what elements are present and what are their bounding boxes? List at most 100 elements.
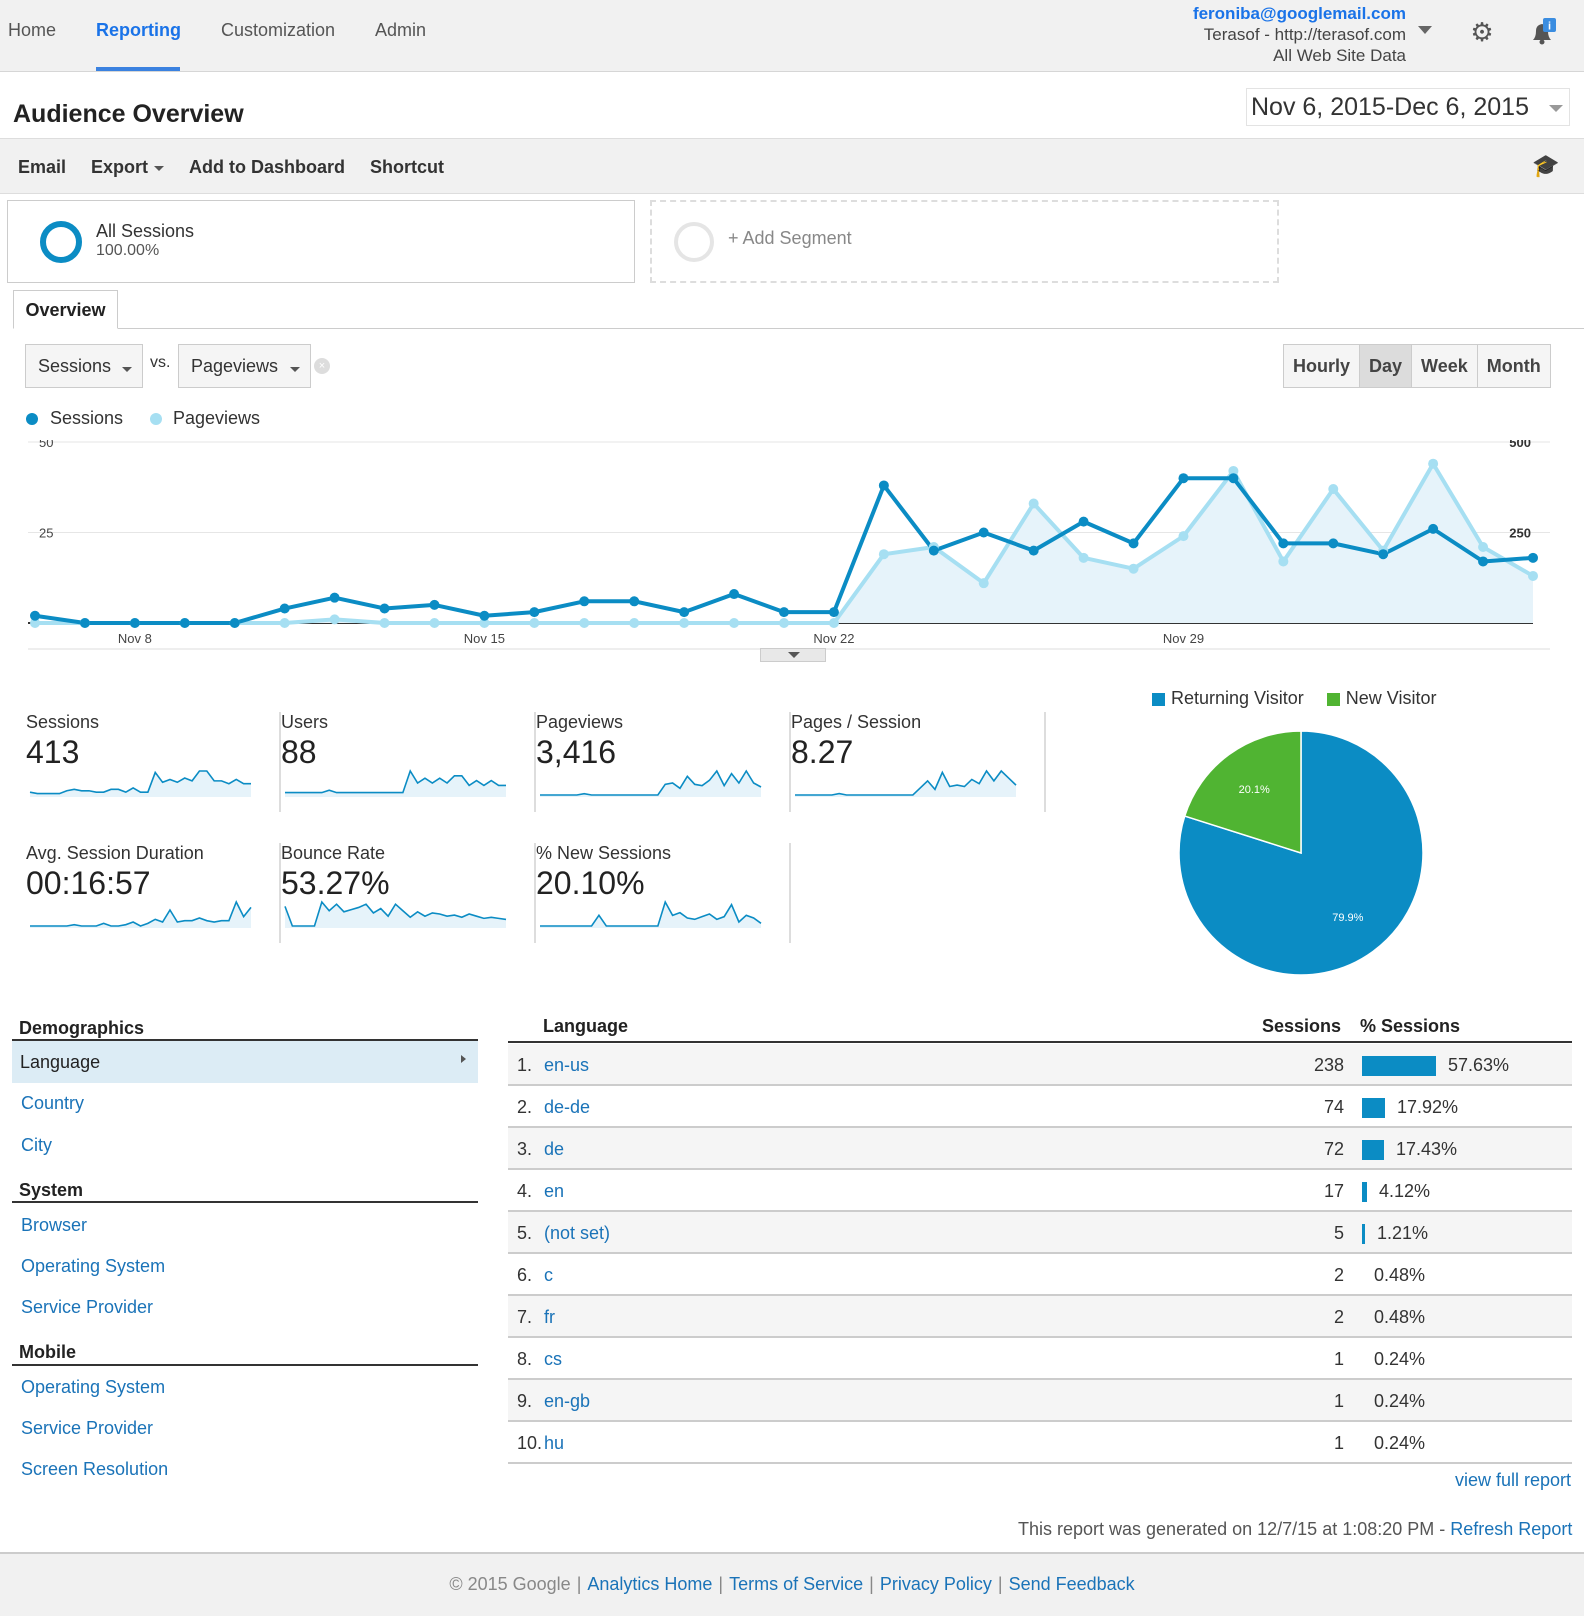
metric-tile[interactable]: Sessions 413 [26,712,281,812]
segment-placeholder-icon [674,222,714,262]
metric-tile[interactable]: % New Sessions 20.10% [536,843,791,943]
table-row: 9. en-gb 1 0.24% [508,1380,1572,1422]
row-index: 3. [517,1139,533,1159]
metric2-select[interactable]: Pageviews [178,344,311,388]
row-language-link[interactable]: en [544,1181,565,1201]
refresh-report-link[interactable]: Refresh Report [1450,1519,1573,1539]
demographics-item-language[interactable]: Language [12,1041,478,1083]
footer-analytics-home[interactable]: Analytics Home [587,1574,713,1594]
x-tick-label: Nov 22 [813,631,854,646]
row-language-link[interactable]: de [544,1139,565,1159]
row-language-link[interactable]: en-gb [544,1391,591,1411]
th-pct-sessions[interactable]: % Sessions [1360,1016,1461,1036]
sparkline-line [285,769,506,794]
pageviews-point [30,618,40,628]
metric-tile[interactable]: Users 88 [281,712,536,812]
export-button[interactable]: Export [91,157,165,178]
row-pct-bar [1362,1056,1436,1076]
tab-divider [13,328,1584,329]
footer-privacy[interactable]: Privacy Policy [879,1574,992,1594]
account-selector[interactable]: feroniba@googlemail.com Terasof - http:/… [1193,3,1406,66]
metric-label: Sessions [26,712,100,732]
tab-overview[interactable]: Overview [13,290,118,329]
row-sessions: 1 [1333,1349,1344,1369]
metric1-select[interactable]: Sessions [25,344,143,388]
row-pct-bar [1362,1098,1385,1118]
nav-active-indicator [96,67,180,71]
sessions-point [1378,549,1389,560]
sparkline-line [540,769,762,796]
demographics-item-city[interactable]: City [21,1135,52,1155]
add-segment-button[interactable]: + Add Segment [650,200,1279,283]
th-sessions[interactable]: Sessions [1262,1016,1342,1036]
sessions-point [129,618,140,628]
row-language-link[interactable]: de-de [544,1097,591,1117]
demographics-item-country[interactable]: Country [21,1093,85,1113]
system-item-browser[interactable]: Browser [21,1215,88,1235]
row-language-link[interactable]: fr [544,1307,555,1327]
system-item-operating-system[interactable]: Operating System [21,1256,166,1276]
chart-collapse-handle[interactable] [760,648,826,662]
pageviews-point [479,618,490,628]
metric-tile[interactable]: Pageviews 3,416 [536,712,791,812]
mobile-item-operating-system[interactable]: Operating System [21,1377,166,1397]
graduation-cap-icon[interactable]: 🎓 [1532,153,1560,178]
shortcut-button[interactable]: Shortcut [370,157,444,177]
mobile-item-screen-resolution[interactable]: Screen Resolution [21,1459,169,1479]
x-tick-label: Nov 29 [1163,631,1204,646]
mobile-item-service-provider[interactable]: Service Provider [21,1418,154,1438]
pageviews-point [978,578,989,589]
sparkline-area [540,902,761,928]
pie-legend-new: New Visitor [1345,688,1437,708]
sessions-point [629,596,640,607]
sessions-point [1178,473,1189,484]
segment-name: All Sessions [96,221,195,241]
nav-reporting[interactable]: Reporting [96,20,181,40]
system-item-service-provider[interactable]: Service Provider [21,1297,154,1317]
row-language-link[interactable]: c [544,1265,553,1285]
sessions-point [828,607,839,618]
metric-tile[interactable]: Bounce Rate 53.27% [281,843,536,943]
metric-tile[interactable]: Pages / Session 8.27 [791,712,1046,812]
account-view: All Web Site Data [1273,46,1406,65]
add-to-dashboard-button[interactable]: Add to Dashboard [189,157,345,177]
email-button[interactable]: Email [18,157,67,177]
nav-home[interactable]: Home [8,20,57,40]
metric-label: Pages / Session [791,712,922,732]
table-row: 4. en 17 4.12% [508,1170,1572,1212]
hourly-button[interactable]: Hourly [1284,345,1361,387]
nav-admin[interactable]: Admin [375,20,427,40]
month-button[interactable]: Month [1477,345,1550,387]
row-language-link[interactable]: (not set) [544,1223,611,1243]
sessions-point [1278,538,1289,549]
nav-customization[interactable]: Customization [221,20,336,40]
row-language-link[interactable]: cs [544,1349,562,1369]
sessions-point [1528,552,1538,563]
pageviews-point [279,618,290,628]
gear-icon[interactable]: ⚙ [1470,17,1494,47]
week-button[interactable]: Week [1412,345,1478,387]
account-caret-icon[interactable] [1418,26,1432,34]
date-range-picker[interactable]: Nov 6, 2015-Dec 6, 2015 [1246,88,1570,126]
footer-feedback[interactable]: Send Feedback [1008,1574,1135,1594]
segment-all-sessions[interactable]: All Sessions 100.00% [7,200,635,283]
row-index: 9. [517,1391,533,1411]
sparkline-area [285,771,506,797]
row-index: 5. [517,1223,533,1243]
view-full-report-link[interactable]: view full report [1455,1470,1572,1490]
generated-label: This report was generated on 12/7/15 at … [1018,1519,1451,1539]
row-language-link[interactable]: hu [544,1433,565,1453]
row-sessions: 72 [1323,1139,1344,1159]
day-button[interactable]: Day [1360,345,1413,387]
metric-label: Avg. Session Duration [26,843,204,863]
footer-terms[interactable]: Terms of Service [729,1574,864,1594]
chevron-down-icon [1549,105,1563,112]
row-pct: 0.24% [1374,1433,1426,1453]
y-right-tick-label: 500 [1509,440,1531,450]
row-language-link[interactable]: en-us [544,1055,590,1075]
metric-tile[interactable]: Avg. Session Duration 00:16:57 [26,843,281,943]
notifications-bell-icon[interactable]: i [1528,18,1558,48]
pageviews-point [1328,484,1339,495]
metric-value: 00:16:57 [26,865,151,901]
clear-metric-icon[interactable]: × [314,358,330,374]
